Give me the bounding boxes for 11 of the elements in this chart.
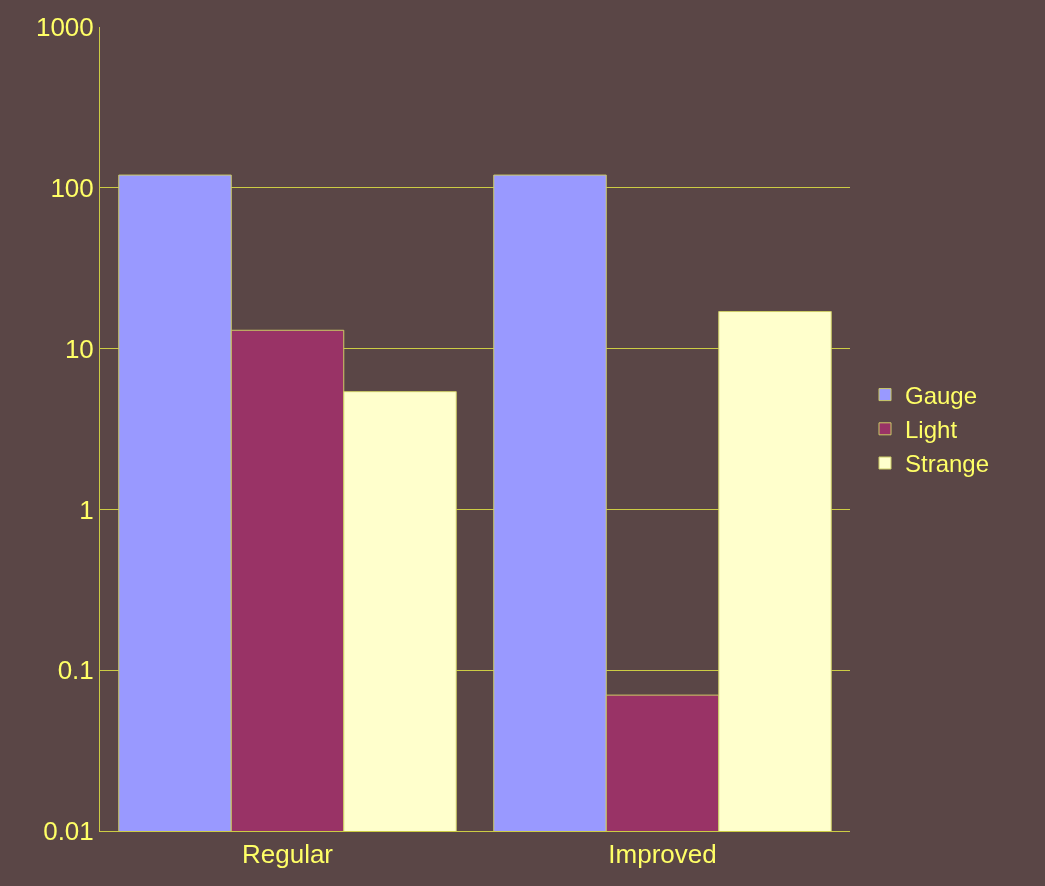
y-tick-label: 1000 [35, 12, 94, 43]
y-tick-label: 100 [50, 172, 94, 203]
x-tick-label: Regular [241, 839, 334, 870]
legend-label: Strange [905, 450, 990, 478]
x-tick-label: Improved [608, 839, 717, 870]
y-tick-label: 0.1 [57, 655, 94, 686]
y-tick-label: 10 [64, 333, 94, 364]
y-tick-label: 1 [79, 494, 94, 525]
legend-label: Gauge [905, 381, 978, 409]
legend-label: Light [905, 416, 958, 444]
y-tick-label: 0.01 [43, 816, 94, 847]
